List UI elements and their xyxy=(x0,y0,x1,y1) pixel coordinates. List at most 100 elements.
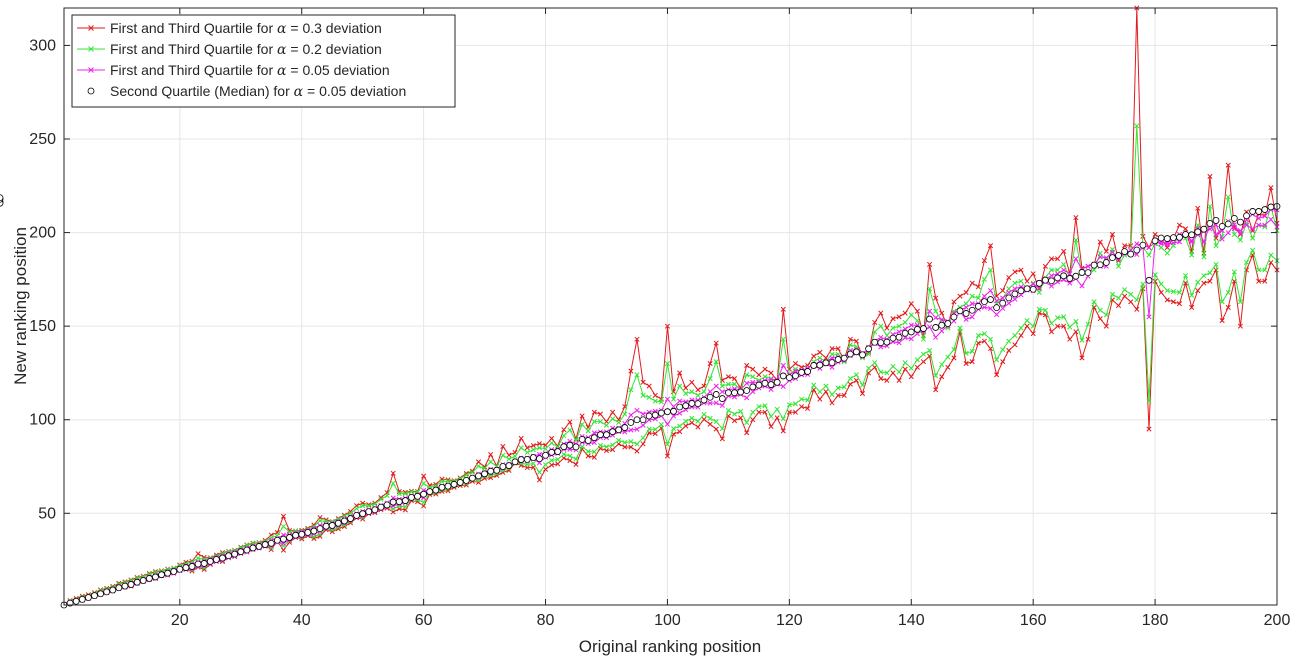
data-point-marker xyxy=(1012,280,1018,286)
data-point-marker xyxy=(731,411,738,417)
data-point-marker xyxy=(878,334,884,340)
median-point-marker xyxy=(767,381,775,388)
data-point-marker xyxy=(1000,359,1006,365)
data-point-marker xyxy=(786,402,792,408)
x-tick-label: 180 xyxy=(1142,612,1169,629)
median-point-marker xyxy=(72,597,80,605)
median-point-marker xyxy=(353,511,360,519)
data-point-marker xyxy=(1018,278,1024,284)
data-point-marker xyxy=(744,419,750,426)
median-point-marker xyxy=(1041,276,1049,284)
data-point-marker xyxy=(847,381,853,387)
data-point-marker xyxy=(1006,338,1012,344)
data-point-marker xyxy=(1055,256,1061,262)
median-point-marker xyxy=(359,510,367,518)
legend-label: First and Third Quartile for α = 0.3 dev… xyxy=(110,20,382,37)
median-point-marker xyxy=(511,458,519,466)
data-point-marker xyxy=(652,431,658,437)
median-point-marker xyxy=(920,325,927,332)
median-point-marker xyxy=(1084,269,1092,277)
data-point-marker xyxy=(1183,273,1189,279)
data-point-marker xyxy=(762,409,768,415)
ticks: 20 40 60 80 100 120 140 160 180 200 50 100 150 200 250… xyxy=(29,8,1290,629)
data-point-marker xyxy=(963,361,969,367)
data-point-marker xyxy=(1237,230,1243,237)
data-point-marker xyxy=(927,324,933,330)
data-point-marker xyxy=(707,375,713,382)
median-point-marker xyxy=(438,483,446,491)
data-point-marker xyxy=(518,435,524,441)
data-point-marker xyxy=(530,447,536,453)
data-point-marker xyxy=(1030,331,1036,337)
legend-label-text: First and Third Quartile for xyxy=(110,20,277,36)
y-tick-label: 250 xyxy=(29,131,56,148)
median-point-marker xyxy=(91,592,98,600)
median-point-marker xyxy=(615,426,623,434)
data-point-marker xyxy=(884,325,890,331)
median-point-marker xyxy=(365,508,373,516)
data-point-marker xyxy=(963,350,969,356)
data-point-marker xyxy=(421,480,427,486)
data-point-marker xyxy=(1183,226,1189,232)
median-point-marker xyxy=(846,350,854,358)
median-point-marker xyxy=(956,307,964,315)
data-point-marker xyxy=(652,392,658,398)
data-point-marker xyxy=(488,459,494,465)
data-point-marker xyxy=(750,374,756,380)
data-point-marker xyxy=(798,396,805,402)
data-point-marker xyxy=(1256,215,1262,221)
data-point-marker xyxy=(683,418,689,424)
median-point-marker xyxy=(633,416,641,424)
data-point-marker xyxy=(421,473,427,479)
data-point-marker xyxy=(561,427,567,433)
legend: First and Third Quartile for α = 0.3 dev… xyxy=(71,14,456,108)
median-point-marker xyxy=(401,497,409,504)
data-point-marker xyxy=(872,360,878,366)
data-point-marker xyxy=(908,336,914,342)
data-point-marker xyxy=(750,389,756,395)
median-point-marker xyxy=(938,321,946,329)
data-point-marker xyxy=(579,444,585,450)
median-point-marker xyxy=(139,577,147,584)
data-point-marker xyxy=(561,455,567,461)
median-point-marker xyxy=(584,437,592,444)
data-point-marker xyxy=(524,445,530,451)
x-tick-label: 100 xyxy=(654,612,681,629)
data-point-marker xyxy=(1231,269,1237,275)
data-point-marker xyxy=(524,461,530,468)
data-point-marker xyxy=(829,355,835,361)
median-point-marker xyxy=(1115,252,1122,259)
data-point-marker xyxy=(1128,299,1134,305)
data-point-marker xyxy=(1201,239,1207,245)
data-point-marker xyxy=(939,361,945,368)
data-point-marker xyxy=(927,308,933,314)
data-point-marker xyxy=(1176,289,1183,296)
data-point-marker xyxy=(1262,267,1268,273)
data-point-marker xyxy=(1006,300,1012,306)
legend-box xyxy=(71,14,456,108)
median-point-marker xyxy=(999,299,1007,307)
median-point-marker xyxy=(328,522,336,529)
median-point-marker xyxy=(779,372,787,380)
data-point-marker xyxy=(963,301,969,307)
data-point-marker xyxy=(890,325,896,331)
data-point-marker xyxy=(1042,307,1048,313)
data-point-marker xyxy=(878,369,884,375)
data-point-marker xyxy=(683,390,689,397)
data-point-marker xyxy=(1189,238,1195,244)
median-point-marker xyxy=(1078,269,1086,276)
data-point-marker xyxy=(933,308,939,314)
data-point-marker xyxy=(780,383,786,389)
data-point-marker xyxy=(768,370,774,376)
data-point-marker xyxy=(695,387,701,393)
data-point-marker xyxy=(524,449,530,456)
data-point-marker xyxy=(1097,307,1103,313)
data-point-marker xyxy=(939,310,945,316)
data-point-marker xyxy=(591,449,597,455)
data-point-marker xyxy=(853,377,859,383)
data-point-marker xyxy=(1146,314,1152,320)
data-point-marker xyxy=(829,400,835,406)
data-point-marker xyxy=(1231,222,1237,228)
data-point-marker xyxy=(884,370,890,376)
legend-label: First and Third Quartile for α = 0.2 dev… xyxy=(110,41,382,58)
